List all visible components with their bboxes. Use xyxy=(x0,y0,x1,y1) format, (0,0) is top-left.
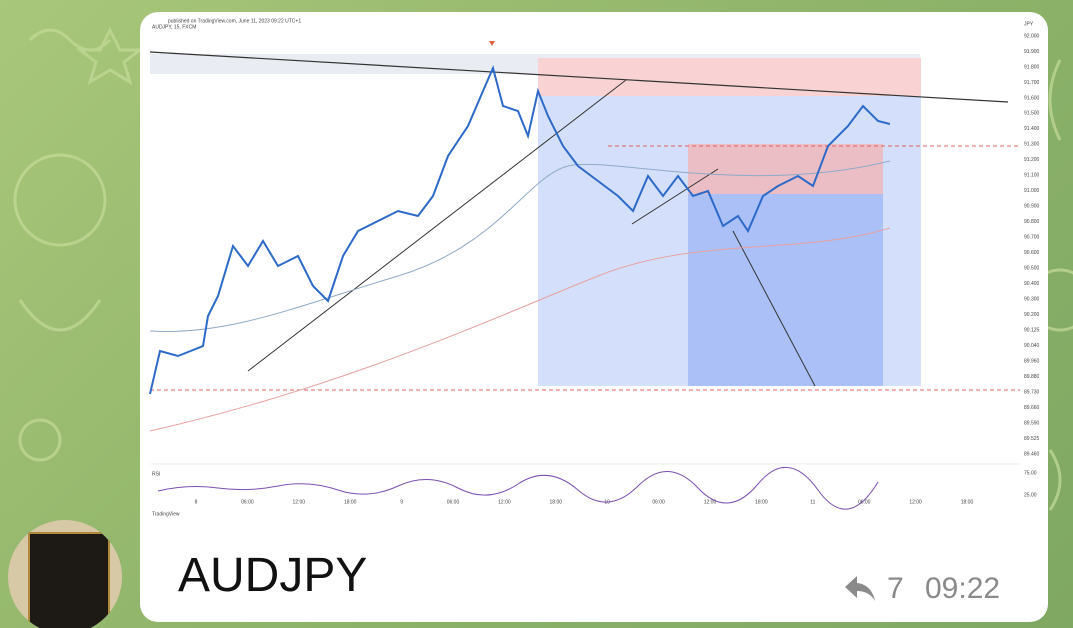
reply-count[interactable]: 7 xyxy=(887,572,904,605)
marker xyxy=(489,41,495,46)
ma-line xyxy=(149,160,891,333)
stop-zone xyxy=(538,58,921,96)
rsi-tick: 75.00 xyxy=(1024,470,1037,476)
time-tick-label: 11 xyxy=(810,499,815,505)
price-tick-label: 89.590 xyxy=(1024,420,1040,426)
time-tick-label: 06:00 xyxy=(447,499,460,505)
rsi-label: RSI xyxy=(152,471,160,477)
caption: AUDJPY xyxy=(178,549,368,602)
price-tick-label: 91.500 xyxy=(1024,111,1040,117)
trend-line xyxy=(247,79,627,372)
price-tick-label: 90.800 xyxy=(1024,219,1040,225)
time-tick-label: 06:00 xyxy=(652,499,665,505)
price-tick-label: 90.500 xyxy=(1024,266,1040,272)
price-tick-label: 89.525 xyxy=(1024,436,1040,442)
price-tick-label: 89.880 xyxy=(1024,374,1040,380)
price-tick-label: 90.700 xyxy=(1024,235,1040,241)
source: published on TradingView.com, June 11, 2… xyxy=(168,18,301,24)
price-tick-label: 92.000 xyxy=(1024,33,1040,39)
price-tick-label: 91.900 xyxy=(1024,49,1040,55)
price-tick-label: 91.700 xyxy=(1024,80,1040,86)
trend-line xyxy=(149,51,1009,103)
time-tick-label: 18:00 xyxy=(961,499,974,505)
price-tick-label: 89.460 xyxy=(1024,451,1040,457)
time-tick-label: 06:00 xyxy=(858,499,871,505)
price-tick-label: 90.400 xyxy=(1024,281,1040,287)
price-tick-label: 91.400 xyxy=(1024,126,1040,132)
target-zone xyxy=(688,194,883,386)
price-tick-label: 91.200 xyxy=(1024,157,1040,163)
time-tick-label: 12:00 xyxy=(498,499,511,505)
reply-icon[interactable] xyxy=(843,574,877,604)
rsi-tick: 25.00 xyxy=(1024,492,1037,498)
chart-image[interactable]: published on TradingView.com, June 11, 2… xyxy=(148,16,1040,520)
avatar[interactable] xyxy=(8,520,122,628)
timestamp: 09:22 xyxy=(925,572,1001,605)
price-tick-label: 91.600 xyxy=(1024,95,1040,101)
trend-line xyxy=(631,168,719,225)
time-tick-label: 18:00 xyxy=(344,499,357,505)
rsi-line xyxy=(157,467,879,510)
time-tick-label: 06:00 xyxy=(241,499,254,505)
price-tick-label: 91.000 xyxy=(1024,188,1040,194)
ma-line xyxy=(149,227,891,432)
time-tick-label: 18:00 xyxy=(550,499,563,505)
price-tick-label: 91.300 xyxy=(1024,142,1040,148)
price-tick-label: 89.660 xyxy=(1024,405,1040,411)
time-tick-label: 12:00 xyxy=(293,499,306,505)
symbol: AUDJPY, 15, FXCM xyxy=(152,24,196,30)
price-line xyxy=(149,64,891,395)
brand: TradingView xyxy=(152,511,180,517)
time-tick-label: 9 xyxy=(400,499,403,505)
currency: JPY xyxy=(1024,21,1034,27)
time-tick-label: 8 xyxy=(195,499,198,505)
time-tick-label: 18:00 xyxy=(755,499,768,505)
time-tick-label: 12:00 xyxy=(909,499,922,505)
price-tick-label: 90.040 xyxy=(1024,343,1040,349)
price-tick-label: 90.900 xyxy=(1024,204,1040,210)
price-tick-label: 90.600 xyxy=(1024,250,1040,256)
price-tick-label: 90.125 xyxy=(1024,327,1040,333)
time-tick-label: 12:00 xyxy=(704,499,717,505)
price-tick-label: 89.960 xyxy=(1024,358,1040,364)
price-tick-label: 89.730 xyxy=(1024,389,1040,395)
price-tick-label: 91.800 xyxy=(1024,64,1040,70)
price-tick-label: 90.300 xyxy=(1024,297,1040,303)
arrow xyxy=(732,230,816,387)
price-tick-label: 90.200 xyxy=(1024,312,1040,318)
price-tick-label: 91.100 xyxy=(1024,173,1040,179)
